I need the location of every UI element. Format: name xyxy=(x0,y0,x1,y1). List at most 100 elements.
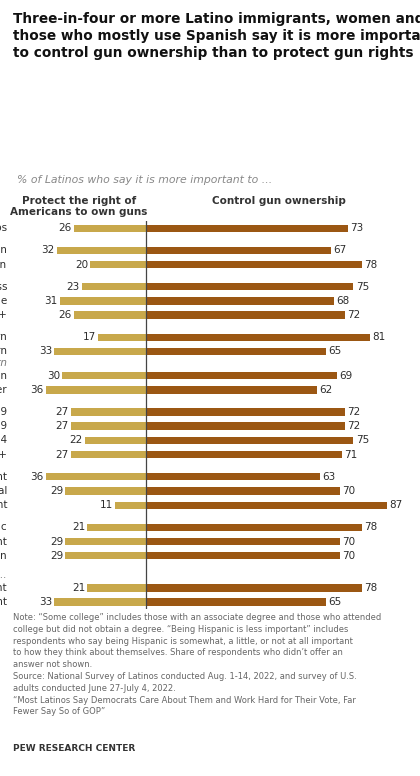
Text: Extremely/Very important: Extremely/Very important xyxy=(0,583,7,593)
Text: PEW RESEARCH CENTER: PEW RESEARCH CENTER xyxy=(13,743,135,753)
Bar xyxy=(63,372,146,379)
Text: High school or less: High school or less xyxy=(0,282,7,292)
Text: 68: 68 xyxy=(336,296,349,306)
Text: 70: 70 xyxy=(342,486,355,496)
Bar xyxy=(90,261,146,268)
Bar xyxy=(65,552,146,559)
Text: English dominant: English dominant xyxy=(0,472,7,482)
Bar xyxy=(85,437,146,444)
Text: 23: 23 xyxy=(66,282,80,292)
Text: 26: 26 xyxy=(58,223,71,234)
Text: Women: Women xyxy=(0,260,7,269)
Text: No religious affiliation: No religious affiliation xyxy=(0,551,7,561)
Bar xyxy=(146,487,339,494)
Bar xyxy=(146,311,345,319)
Text: 73: 73 xyxy=(350,223,363,234)
Text: Being Hispanic is ...: Being Hispanic is ... xyxy=(0,570,7,580)
Text: 36: 36 xyxy=(30,385,44,395)
Text: 2nd generation: 2nd generation xyxy=(0,371,7,381)
Bar xyxy=(65,487,146,494)
Bar xyxy=(146,552,339,559)
Text: 87: 87 xyxy=(389,501,402,510)
Text: 11: 11 xyxy=(100,501,113,510)
Bar xyxy=(146,598,326,606)
Text: 72: 72 xyxy=(347,407,360,417)
Text: 21: 21 xyxy=(72,583,85,593)
Text: 75: 75 xyxy=(356,435,369,445)
Text: 27: 27 xyxy=(55,449,68,459)
Text: 26: 26 xyxy=(58,310,71,320)
Bar xyxy=(71,422,146,430)
Text: Foreign born: Foreign born xyxy=(0,332,7,342)
Text: 78: 78 xyxy=(364,522,377,532)
Text: Bilingual: Bilingual xyxy=(0,486,7,496)
Text: 78: 78 xyxy=(364,583,377,593)
Text: 33: 33 xyxy=(39,346,52,356)
Text: 71: 71 xyxy=(344,449,358,459)
Text: 30: 30 xyxy=(47,371,60,381)
Text: % of Latinos who say it is more important to ...: % of Latinos who say it is more importan… xyxy=(17,175,272,185)
Text: 70: 70 xyxy=(342,551,355,561)
Text: Note: “Some college” includes those with an associate degree and those who atten: Note: “Some college” includes those with… xyxy=(13,613,381,716)
Bar xyxy=(71,451,146,459)
Text: 67: 67 xyxy=(333,245,347,255)
Bar xyxy=(54,598,146,606)
Text: 27: 27 xyxy=(55,421,68,431)
Text: Men: Men xyxy=(0,245,7,255)
Bar xyxy=(87,524,146,531)
Bar xyxy=(146,261,362,268)
Text: 78: 78 xyxy=(364,260,377,269)
Bar xyxy=(46,386,146,393)
Bar xyxy=(87,584,146,591)
Bar xyxy=(54,348,146,355)
Bar xyxy=(146,386,318,393)
Bar xyxy=(146,372,337,379)
Text: Bachelor's degree+: Bachelor's degree+ xyxy=(0,310,7,320)
Text: U.S. born: U.S. born xyxy=(0,346,7,356)
Text: 62: 62 xyxy=(320,385,333,395)
Bar xyxy=(74,311,146,319)
Text: 21: 21 xyxy=(72,522,85,532)
Text: 29: 29 xyxy=(50,536,63,546)
Bar xyxy=(146,524,362,531)
Text: 72: 72 xyxy=(347,310,360,320)
Text: Some college: Some college xyxy=(0,296,7,306)
Text: 70: 70 xyxy=(342,536,355,546)
Bar xyxy=(99,334,146,341)
Text: Ages 18-29: Ages 18-29 xyxy=(0,407,7,417)
Bar xyxy=(115,501,146,509)
Text: 50-64: 50-64 xyxy=(0,435,7,445)
Bar xyxy=(146,501,387,509)
Text: 20: 20 xyxy=(75,260,88,269)
Text: 33: 33 xyxy=(39,597,52,607)
Bar xyxy=(146,334,370,341)
Text: 27: 27 xyxy=(55,407,68,417)
Text: Protect the right of
Americans to own guns: Protect the right of Americans to own gu… xyxy=(10,196,148,217)
Text: 29: 29 xyxy=(50,486,63,496)
Bar xyxy=(146,451,342,459)
Bar xyxy=(146,224,348,232)
Text: 29: 29 xyxy=(50,551,63,561)
Bar xyxy=(146,297,334,305)
Bar xyxy=(65,538,146,546)
Text: All Latinos: All Latinos xyxy=(0,223,7,234)
Bar xyxy=(57,247,146,254)
Bar xyxy=(146,348,326,355)
Text: 81: 81 xyxy=(372,332,386,342)
Text: 75: 75 xyxy=(356,282,369,292)
Bar xyxy=(146,538,339,546)
Text: 32: 32 xyxy=(42,245,55,255)
Bar xyxy=(71,408,146,416)
Bar xyxy=(146,584,362,591)
Bar xyxy=(146,437,353,444)
Bar xyxy=(146,473,320,480)
Bar xyxy=(146,408,345,416)
Text: Less important: Less important xyxy=(0,597,7,607)
Text: 22: 22 xyxy=(69,435,82,445)
Text: 17: 17 xyxy=(83,332,96,342)
Text: Control gun ownership: Control gun ownership xyxy=(212,196,346,206)
Text: Among U.S. born: Among U.S. born xyxy=(0,358,7,368)
Text: 65+: 65+ xyxy=(0,449,7,459)
Bar xyxy=(146,247,331,254)
Bar xyxy=(74,224,146,232)
